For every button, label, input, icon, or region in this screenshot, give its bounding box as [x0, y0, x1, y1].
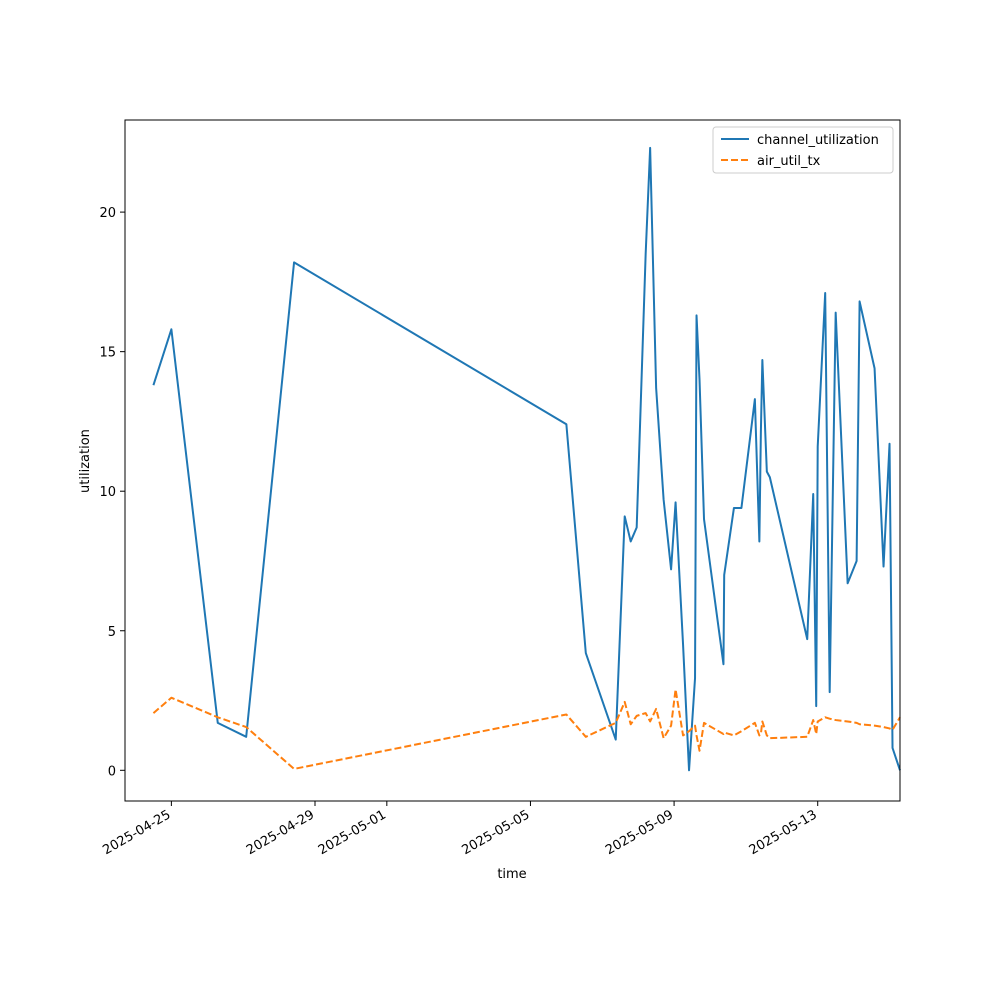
y-axis: 0 5 10 15 20 [99, 206, 125, 779]
series-layer [152, 146, 901, 772]
y-tick-label: 15 [99, 346, 116, 361]
y-tick-label: 20 [99, 206, 116, 221]
y-tick-label: 5 [108, 625, 116, 640]
y-tick-label: 10 [99, 485, 116, 500]
plot-frame [124, 119, 901, 802]
y-axis-label: utilization [78, 429, 93, 493]
series-line-channel-utilization [152, 146, 901, 772]
legend-box [712, 126, 894, 174]
legend: channel_utilization air_util_tx [712, 126, 894, 174]
legend-label-air-util-tx: air_util_tx [757, 154, 821, 169]
x-axis-label: time [497, 867, 526, 882]
y-tick-label: 0 [108, 764, 116, 779]
legend-label-channel-utilization: channel_utilization [757, 133, 879, 148]
series-line-air-util-tx [152, 688, 901, 770]
